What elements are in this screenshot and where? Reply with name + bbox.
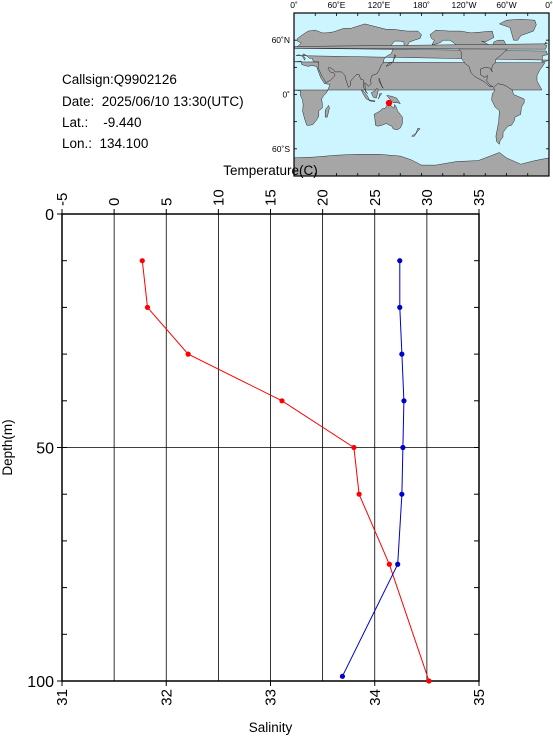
- salinity-tick-labels: 31 32 33 34 35: [54, 681, 488, 706]
- salinity-point: [339, 673, 346, 679]
- map-land-japan: [385, 54, 397, 67]
- temperature-point: [139, 258, 145, 264]
- map-land-sulawesi: [378, 93, 383, 100]
- map-lat-label: 0˚: [282, 90, 290, 100]
- map-land: [294, 19, 549, 176]
- temperature-point: [386, 561, 392, 567]
- temperature-tick-label: 25: [367, 189, 384, 206]
- depth-tick-label: 50: [36, 441, 54, 458]
- salinity-point: [397, 258, 403, 264]
- salinity-tick-label: 33: [263, 689, 280, 706]
- station-marker-dot: [385, 99, 393, 107]
- temperature-axis-title: Temperature(C): [223, 163, 318, 178]
- salinity-axis-title: Salinity: [249, 720, 293, 735]
- map-latitude-labels: 60˚N 0˚ 60˚S: [272, 35, 291, 154]
- salinity-point: [395, 561, 401, 567]
- map-continents: [294, 19, 549, 176]
- salinity-line: [341, 260, 405, 677]
- temperature-point: [356, 491, 362, 497]
- latitude-text: Lat.: -9.440: [62, 115, 142, 130]
- temperature-tick-label: 20: [315, 189, 332, 206]
- salinity-point: [400, 444, 406, 451]
- salinity-tick-label: 35: [471, 689, 488, 706]
- map-lon-label: 60˚E: [328, 0, 346, 10]
- depth-axis-title: Depth(m): [0, 419, 15, 475]
- temperature-point: [144, 304, 151, 310]
- temperature-tick-label: -5: [54, 193, 71, 206]
- map-land-borneo: [370, 87, 379, 99]
- salinity-point: [401, 398, 407, 404]
- map-land-south-america: [491, 83, 525, 145]
- map-land-antarctica: [294, 152, 549, 176]
- temperature-tick-labels: -5 0 5 10 15 20 25 30 35: [54, 189, 488, 214]
- chart-grid: [61, 213, 480, 682]
- temperature-tick-label: 10: [210, 189, 227, 206]
- temperature-tick-label: 15: [263, 189, 280, 206]
- map-lat-label: 60˚N: [272, 35, 290, 45]
- map-land-greenland: [498, 19, 537, 41]
- chart-series: [139, 258, 432, 684]
- map-station-marker: [385, 99, 393, 107]
- depth-tick-label: 100: [27, 674, 54, 691]
- map-land-madagascar: [325, 104, 330, 118]
- depth-tick-label: 0: [45, 207, 54, 224]
- temperature-tick-label: 0: [106, 198, 123, 206]
- map-land-java: [368, 99, 375, 102]
- temperature-point: [426, 678, 432, 684]
- salinity-point: [397, 304, 403, 310]
- map-frame: [293, 12, 550, 177]
- temperature-point: [279, 398, 285, 404]
- temperature-tick-label: 30: [419, 189, 436, 206]
- depth-tick-labels: 0 50 100: [27, 207, 62, 691]
- callsign-text: Callsign:Q9902126: [62, 72, 177, 87]
- map-land-eurasia: [294, 23, 549, 94]
- temperature-tick-label: 35: [471, 189, 488, 206]
- longitude-text: Lon.: 134.100: [62, 136, 149, 151]
- map-lon-label: 60˚W: [496, 0, 516, 10]
- temperature-tick-label: 5: [158, 198, 175, 206]
- map-lon-label: 120˚E: [368, 0, 391, 10]
- map-lon-label: 120˚W: [451, 0, 476, 10]
- salinity-tick-label: 32: [158, 689, 175, 706]
- temperature-line: [141, 260, 430, 682]
- map-lon-label: 0˚: [290, 0, 298, 10]
- map-longitude-labels: 0˚ 60˚E 120˚E 180˚ 120˚W 60˚W 0˚: [290, 0, 553, 10]
- map-land-new-zealand: [410, 127, 421, 137]
- temperature-point: [351, 444, 357, 451]
- salinity-point: [399, 491, 405, 497]
- map-land-philippines: [378, 78, 384, 89]
- salinity-point: [399, 351, 405, 357]
- temperature-point: [185, 351, 191, 357]
- salinity-tick-label: 31: [54, 689, 71, 706]
- date-text: Date: 2025/06/10 13:30(UTC): [62, 94, 244, 109]
- map-lat-label: 60˚S: [272, 144, 290, 154]
- map-land-new-guinea: [386, 95, 401, 104]
- map-lon-label: 180˚: [413, 0, 430, 10]
- map-lon-label: 0˚: [545, 0, 553, 10]
- salinity-tick-label: 34: [367, 689, 384, 706]
